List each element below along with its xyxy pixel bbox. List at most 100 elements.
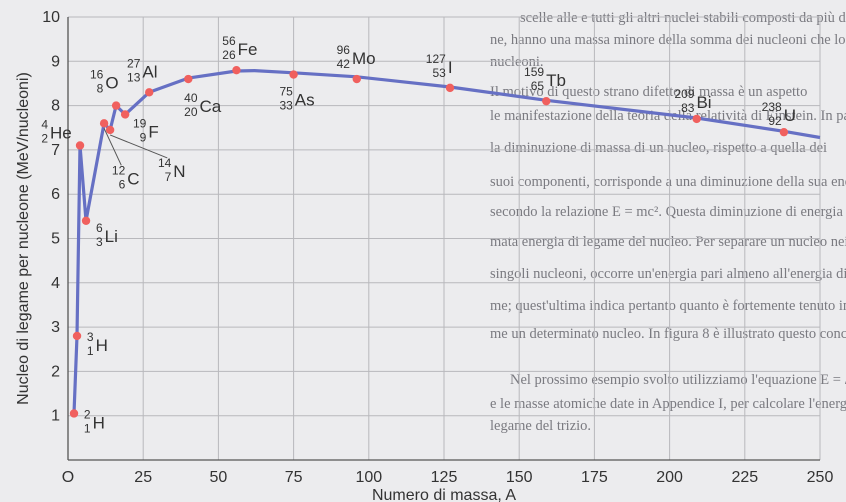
element-symbol: C	[127, 169, 139, 188]
element-symbol: O	[105, 74, 118, 93]
data-point-li-6	[81, 216, 91, 225]
x-tick-label: 250	[807, 469, 834, 486]
background-text-line: la diminuzione di massa di un nucleo, ri…	[490, 140, 827, 156]
x-tick-label: 175	[581, 469, 608, 486]
atomic-number: 2	[41, 131, 48, 145]
y-tick-labels: 1 2 3 4 5 6 7 8 9 10	[42, 9, 60, 425]
data-point-ca-40	[184, 74, 193, 84]
background-text-line: ne, hanno una massa minore della somma d…	[490, 32, 846, 48]
series-binding-energy	[69, 65, 821, 418]
y-tick-label: 5	[51, 231, 60, 248]
data-point-mo-96	[352, 74, 361, 84]
mass-number: 27	[127, 56, 141, 70]
mass-number: 14	[158, 156, 172, 170]
element-symbol: Tb	[546, 71, 566, 90]
x-tick-label: 150	[506, 469, 533, 486]
x-tick-label: 75	[285, 469, 303, 486]
atomic-number: 7	[165, 170, 172, 184]
mass-number: 16	[90, 68, 104, 82]
data-point-bi-209	[692, 114, 701, 124]
y-tick-label: 7	[51, 142, 60, 159]
mass-number: 6	[96, 221, 103, 235]
x-tick-label: O	[62, 469, 74, 486]
atomic-number: 9	[140, 130, 147, 144]
element-symbol: Bi	[696, 93, 711, 112]
mass-number: 159	[524, 65, 544, 79]
atomic-number: 8	[97, 82, 104, 96]
element-symbol: U	[784, 106, 796, 125]
x-tick-label: 225	[731, 469, 758, 486]
nuclide-label-h-3: 31 H	[87, 330, 108, 358]
data-point-c-12	[99, 119, 109, 128]
background-text-line: suoi componenti, corrisponde a una dimin…	[490, 174, 846, 190]
x-tick-labels: O 25 50 75 100 125 150 175 200 225 250	[62, 469, 834, 486]
element-symbol: I	[448, 58, 453, 77]
mass-number: 3	[87, 330, 94, 344]
atomic-number: 33	[279, 99, 293, 113]
y-tick-label: 2	[51, 363, 60, 380]
element-symbol: Ca	[200, 97, 222, 116]
nuclide-label-n-14: 147 N	[109, 134, 186, 184]
element-symbol: Li	[105, 227, 118, 246]
atomic-number: 20	[184, 105, 198, 119]
data-point-fe-56	[232, 65, 241, 75]
data-point-as-75	[289, 70, 298, 79]
mass-number: 75	[279, 85, 293, 99]
mass-number: 12	[112, 163, 126, 177]
atomic-number: 92	[768, 114, 782, 128]
gridlines	[68, 16, 821, 460]
atomic-number: 83	[681, 101, 695, 115]
x-tick-label: 125	[431, 469, 458, 486]
data-point-al-27	[145, 88, 154, 97]
background-text-line: Nel prossimo esempio svolto utilizziamo …	[510, 372, 846, 388]
mass-number: 56	[222, 34, 236, 48]
atomic-number: 13	[127, 70, 141, 84]
data-point-o-16	[111, 101, 121, 110]
atomic-number: 6	[119, 177, 126, 191]
y-tick-label: 8	[51, 98, 60, 115]
x-tick-label: 100	[355, 469, 382, 486]
mass-number: 127	[426, 52, 446, 66]
y-tick-label: 6	[51, 186, 60, 203]
x-tick-label: 50	[210, 469, 228, 486]
background-text-line: scelle alle e tutti gli altri nuclei sta…	[520, 10, 846, 26]
background-text-line: me; quest'ultima indica pertanto quanto …	[490, 298, 846, 314]
nuclide-label-o-16: 168 O	[90, 68, 119, 96]
leader-line	[103, 128, 122, 166]
element-symbol: As	[295, 91, 315, 110]
data-point-f-19	[120, 110, 130, 119]
y-axis-label: Nucleo di legame per nucleone (MeV/nucle…	[15, 72, 32, 405]
data-point-h-2	[69, 409, 79, 418]
element-symbol: H	[96, 336, 108, 355]
background-text-line: e le masse atomiche date in Appendice I,…	[490, 396, 846, 412]
atomic-number: 53	[432, 66, 446, 80]
data-point-he-4	[75, 141, 85, 150]
leader-line	[109, 134, 168, 159]
atomic-number: 26	[222, 48, 236, 62]
nuclide-label-he-4: 42 He	[41, 117, 71, 145]
axes	[67, 17, 820, 461]
mass-number: 40	[184, 91, 198, 105]
atomic-number: 1	[84, 421, 91, 435]
atomic-number: 65	[531, 79, 545, 93]
y-tick-label: 4	[51, 275, 60, 292]
element-symbol: Fe	[238, 40, 258, 59]
background-text-line: legame del trizio.	[490, 418, 591, 434]
nuclide-label-f-19: 199 F	[133, 116, 159, 144]
atomic-number: 3	[96, 235, 103, 249]
x-axis-label: Numero di massa, A	[372, 487, 516, 502]
y-tick-label: 1	[51, 408, 60, 425]
x-tick-label: 25	[134, 469, 152, 486]
nuclide-label-h-2: 21 H	[84, 407, 105, 435]
mass-number: 2	[84, 407, 91, 421]
